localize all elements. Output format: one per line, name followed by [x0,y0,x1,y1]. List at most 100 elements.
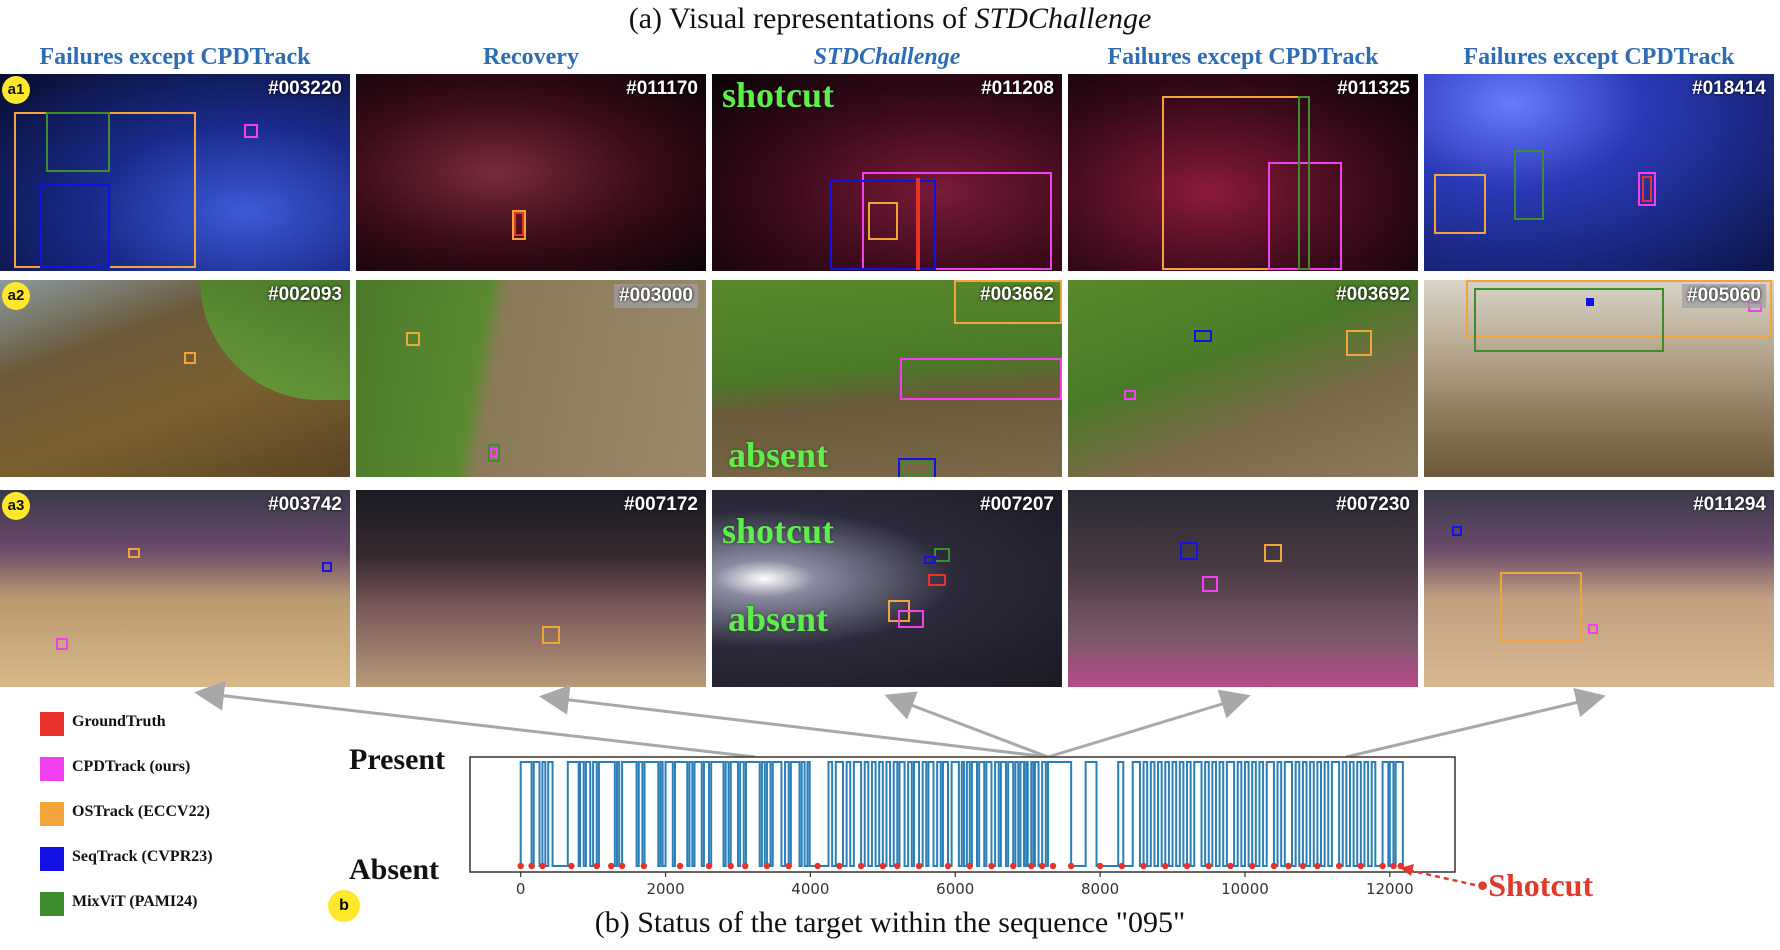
shotcut-point [608,862,615,870]
legend-label: GroundTruth [72,713,166,730]
shotcut-arrow-head [1400,864,1414,876]
shotcut-point [1299,862,1307,870]
seqtrack-box [1452,526,1462,536]
shotcut-point [618,862,626,870]
ostrack-box [868,202,898,240]
shotcut-point [1118,862,1126,870]
shotcut-point [1140,862,1147,870]
frame-number: #003692 [1336,284,1410,305]
legend-swatch [40,847,64,871]
frame-number: #011208 [981,78,1054,99]
shotcut-point [1285,862,1292,870]
shotcut-point [676,862,684,870]
shotcut-point [966,862,973,870]
row-badge: a1 [2,76,30,104]
row-badge: a2 [2,282,30,310]
x-tick-label: 4000 [791,880,829,898]
seqtrack-box [898,458,936,477]
seqtrack-box [322,562,332,572]
mixvit-box [46,112,110,172]
cpdtrack-box [490,448,498,458]
mixvit-box [1474,288,1664,352]
frame-image: #018414 [1424,74,1774,271]
x-tick-label: 2000 [646,880,684,898]
ostrack-box [542,626,560,644]
frame-number: #011170 [626,78,698,99]
shotcut-label: shotcut [722,511,835,551]
shotcut-point [785,862,792,870]
shotcut-point [1270,862,1278,870]
seqtrack-box [1180,542,1198,560]
frame-image: #011170 [356,74,706,271]
seqtrack-box [40,184,110,268]
cpdtrack-box [1638,172,1656,206]
frame-number: #003000 [614,284,698,308]
frame-number: #003662 [980,284,1054,305]
legend-swatch [40,892,64,916]
frame-image: #011294 [1424,490,1774,687]
shotcut-point [1205,862,1212,870]
column-header-2: Recovery [483,44,579,70]
mixvit-box [902,462,932,476]
shotcut-point [1049,862,1057,870]
frame-number: #002093 [268,284,342,305]
seqtrack-box [830,180,936,270]
shotcut-point [1038,862,1046,870]
frame-number: #007230 [1336,494,1410,515]
legend-label: MixViT (PAMI24) [72,893,198,910]
frame-image: #007230 [1068,490,1418,687]
ostrack-box [512,210,526,240]
ostrack-box [406,332,420,346]
cpdtrack-box [1124,390,1136,400]
cpdtrack-box [56,638,68,650]
shotcut-point [1335,862,1343,870]
shotcut-point [944,862,952,870]
absent-label: Absent [349,853,440,886]
ostrack-box [1346,330,1372,356]
cpdtrack-box [862,172,1052,270]
shotcut-point [517,862,524,870]
cpdtrack-box [1588,624,1598,634]
shotcut-point [705,862,713,870]
frame-number: #011325 [1337,78,1410,99]
shotcut-point [814,862,821,870]
figure-b-title: (b) Status of the target within the sequ… [594,906,1186,939]
frame-number: #007207 [980,494,1054,515]
groundtruth-box [928,574,946,586]
legend-label: OSTrack (ECCV22) [72,803,210,820]
frame-image: a1 #003220 [0,74,350,271]
ostrack-box [1500,572,1582,642]
seqtrack-box [1194,330,1212,342]
legend-swatch [40,757,64,781]
cpdtrack-box [898,610,924,628]
ostrack-box [184,352,196,364]
frame-image: #005060 [1424,280,1774,477]
groundtruth-box [1642,176,1652,202]
cpdtrack-box [1202,576,1218,592]
cpdtrack-box [900,358,1062,400]
mixvit-box [1298,96,1310,270]
frame-image: shotcut #011208 [712,74,1062,271]
legend-label: SeqTrack (CVPR23) [72,848,213,865]
shotcut-point [640,862,648,870]
shotcut-point [1249,862,1256,870]
shotcut-point [1028,862,1035,870]
shotcut-point [763,862,771,870]
frame-image: #007172 [356,490,706,687]
frame-number: #003220 [268,78,342,99]
status-line [519,761,1404,867]
shotcut-point [1096,862,1104,870]
ostrack-box [954,280,1062,324]
legend-swatch [40,802,64,826]
frame-image: a2 #002093 [0,280,350,477]
shotcut-point [1227,862,1234,870]
x-tick-label: 6000 [936,880,974,898]
shotcut-point [836,862,843,870]
shotcut-point [593,862,600,870]
column-header-5: Failures except CPDTrack [1463,44,1735,70]
frame-image: shotcut absent #007207 [712,490,1062,687]
x-tick-label: 0 [516,880,526,898]
frame-image: a3 #003742 [0,490,350,687]
ostrack-box [1434,174,1486,234]
